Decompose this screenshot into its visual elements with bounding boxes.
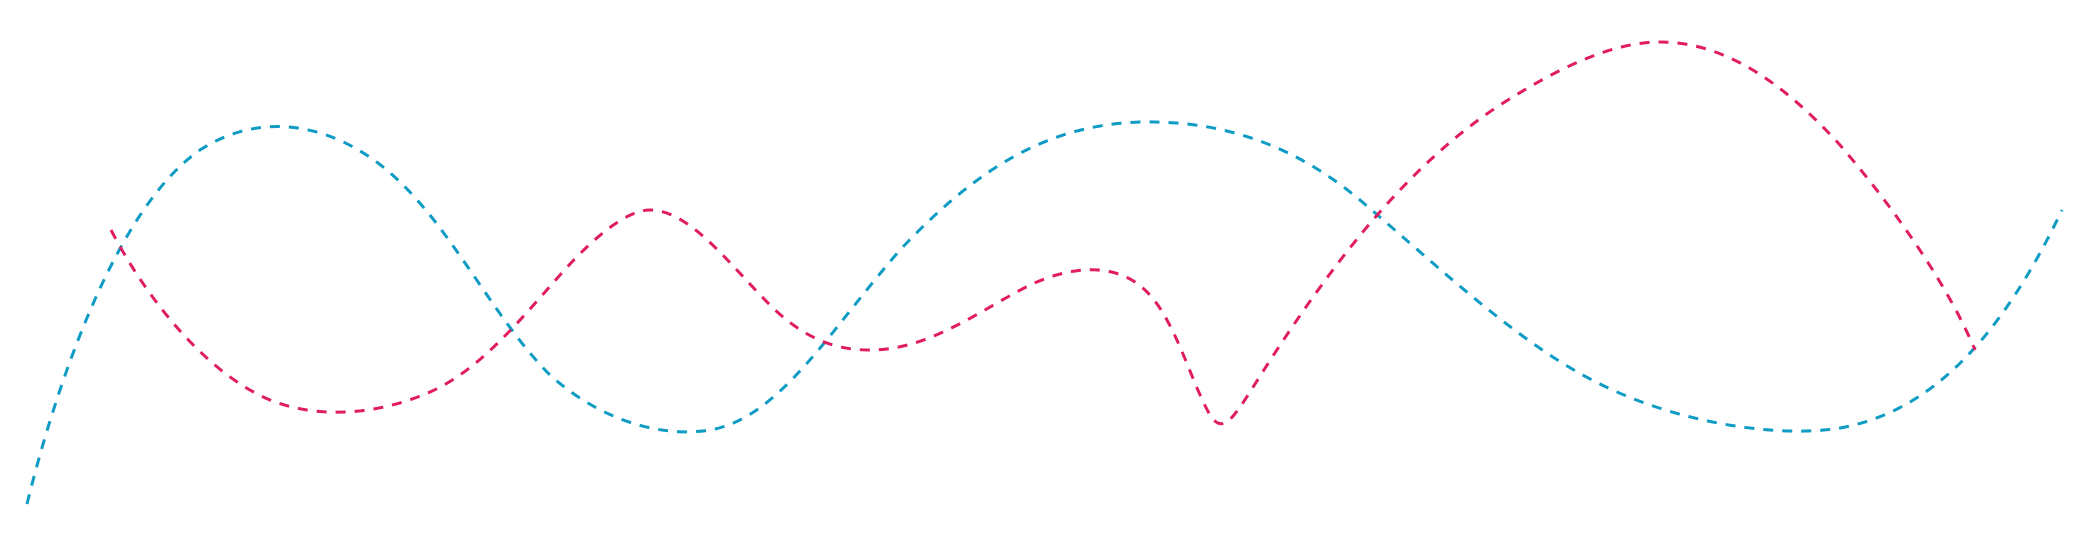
cyan-dashed-wave: [25, 120, 2064, 505]
magenta-dashed-wave: [109, 40, 1977, 426]
